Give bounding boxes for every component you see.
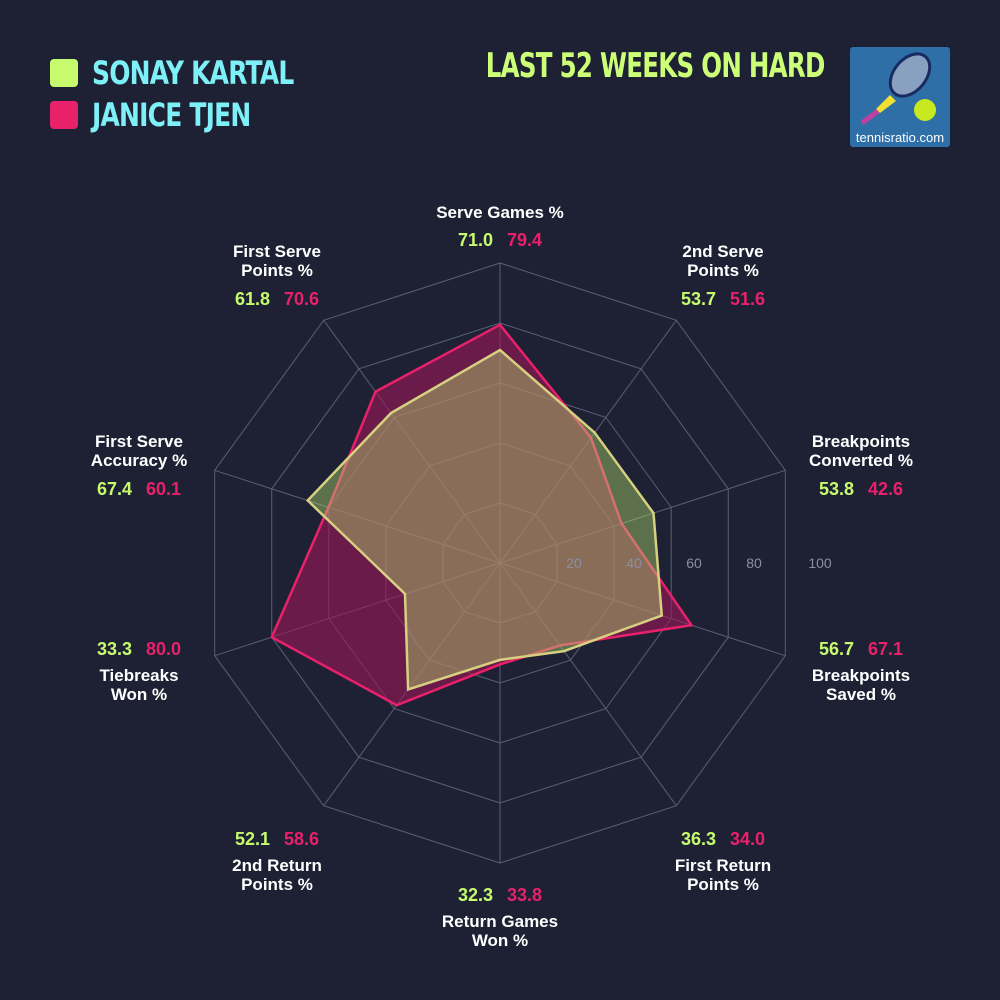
axis-label-line: Converted % [809,451,913,470]
value-labels: 52.1 58.6 [177,829,377,850]
tick-label: 60 [686,555,702,571]
data-label-player2: 79.4 [507,230,543,250]
data-label-player2: 60.1 [146,479,182,499]
data-label-player1: 53.7 [680,289,716,309]
axis-label: Breakpoints Saved % [761,666,961,704]
axis-label-line: Return Games [441,912,559,931]
tick-label: 80 [746,555,762,571]
axis-label: Serve Games % [400,203,600,222]
value-labels: 67.4 60.1 [39,479,239,500]
chart-title: LAST 52 WEEKS ON HARD [486,46,826,86]
value-labels: 36.3 34.0 [623,829,823,850]
axis-label-line: Points % [241,875,313,894]
axis-label-line: Accuracy % [90,451,188,470]
data-label-player2: 70.6 [284,289,320,309]
axis-label: Tiebreaks Won % [39,666,239,704]
series-polygon-2 [270,323,694,707]
value-labels: 61.8 70.6 [177,289,377,310]
legend-item-player1: SONAY KARTAL [50,54,350,92]
tick-label: 100 [808,555,832,571]
data-label-player1: 36.3 [680,829,716,849]
axis-label: 2nd Serve Points % [623,242,823,280]
axis-label-line: Won % [471,931,529,950]
axis-label: Return Games Won % [400,912,600,950]
logo-text: tennisratio.com [855,130,945,145]
axis-label-line: 2nd Return [232,856,322,875]
axis-label-line: Points % [687,875,759,894]
value-labels: 32.3 33.8 [400,885,600,906]
data-label-player2: 80.0 [146,639,182,659]
legend-label-player2: JANICE TJEN [92,96,251,134]
axis-label: First Serve Points % [177,242,377,280]
data-label-player1: 52.1 [234,829,270,849]
data-label-player1: 53.8 [818,479,854,499]
legend-item-player2: JANICE TJEN [50,96,295,134]
axis-label: First Return Points % [623,856,823,894]
axis-label: 2nd Return Points % [177,856,377,894]
value-labels: 56.7 67.1 [761,639,961,660]
axis-label-line: Saved % [826,685,896,704]
legend-swatch-player2 [50,101,78,129]
value-labels: 53.7 51.6 [623,289,823,310]
axis-label-line: First Serve [95,432,183,451]
tennis-racket-ball-icon [860,52,936,125]
logo: tennisratio.com [850,47,950,147]
axis-label: First Serve Accuracy % [39,432,239,470]
value-labels: 53.8 42.6 [761,479,961,500]
data-label-player1: 32.3 [457,885,493,905]
axis-label: Breakpoints Converted % [761,432,961,470]
axis-label-line: Won % [110,685,168,704]
data-label-player2: 67.1 [868,639,904,659]
value-labels: 33.3 80.0 [39,639,239,660]
legend-label-player1: SONAY KARTAL [92,54,294,92]
data-label-player1: 61.8 [234,289,270,309]
axis-label-line: 2nd Serve [682,242,764,261]
axis-label-line: Tiebreaks [99,666,179,685]
data-label-player2: 58.6 [284,829,320,849]
series-polygon-1 [305,348,664,692]
data-label-player1: 33.3 [96,639,132,659]
data-label-player1: 71.0 [457,230,493,250]
data-label-player1: 56.7 [818,639,854,659]
axis-label-line: First Return [674,856,772,875]
data-label-player2: 33.8 [507,885,543,905]
value-labels: 71.0 79.4 [400,230,600,251]
data-label-player2: 42.6 [868,479,904,499]
axis-label-line: Breakpoints [811,432,911,451]
tick-label: 20 [566,555,582,571]
tick-label: 40 [626,555,642,571]
data-label-player1: 67.4 [96,479,132,499]
data-label-player2: 51.6 [730,289,766,309]
axis-label-line: Breakpoints [811,666,911,685]
axis-label-line: Points % [687,261,759,280]
axis-label-line: Serve Games % [436,203,564,222]
legend-swatch-player1 [50,59,78,87]
axis-label-line: Points % [241,261,313,280]
axis-label-line: First Serve [233,242,321,261]
data-label-player2: 34.0 [730,829,766,849]
